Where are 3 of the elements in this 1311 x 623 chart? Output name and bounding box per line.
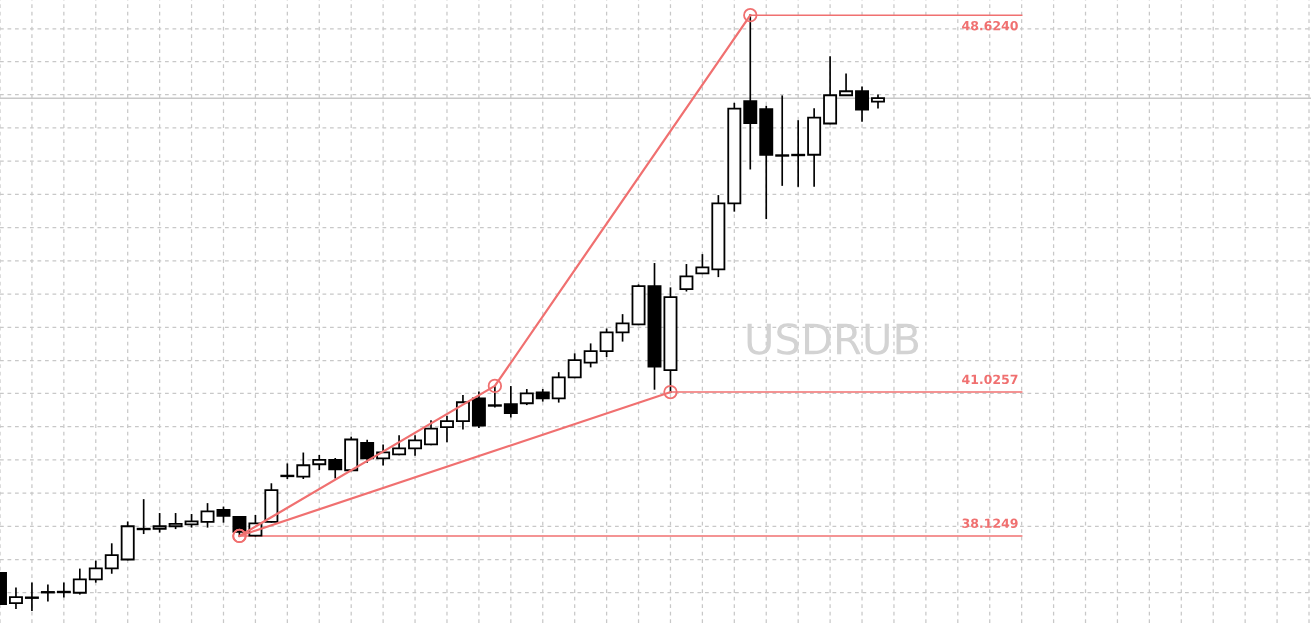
- ref-line-label: 38.1249: [962, 518, 1018, 528]
- ref-line-label: 41.0257: [962, 374, 1018, 385]
- ref-line-label: 48.6240: [962, 20, 1018, 31]
